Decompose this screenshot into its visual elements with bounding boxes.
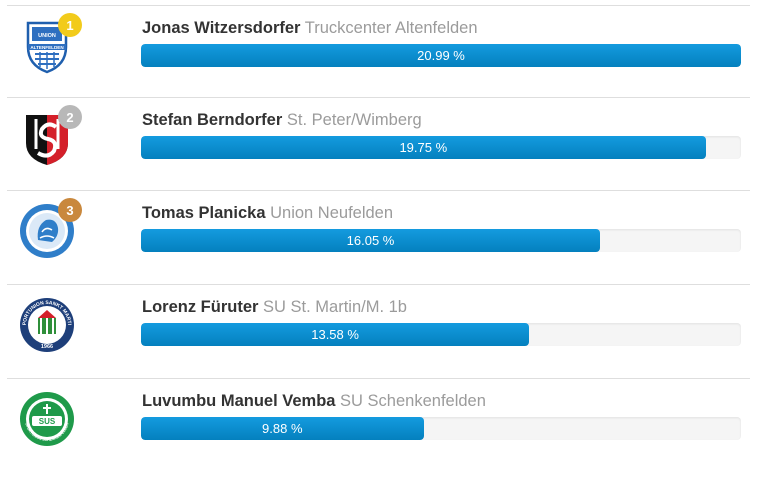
leaderboard-row[interactable]: SPORTUNION SCHENKENFELDEN SUS Luvumbu Ma… — [0, 378, 758, 471]
vote-progress-track: 13.58 % — [141, 323, 741, 346]
logo-text: 1966 — [41, 344, 53, 350]
player-line: Lorenz Füruter SU St. Martin/M. 1b — [142, 298, 407, 317]
player-name[interactable]: Lorenz Füruter — [142, 298, 259, 316]
player-line: Tomas Planicka Union Neufelden — [142, 204, 393, 223]
su-st-martin-crest-icon: SPORTUNION SANKT MARTIN 1966 — [18, 296, 74, 352]
logo-text: SUS — [39, 417, 56, 426]
club-logo: 3 — [18, 198, 82, 260]
su-schenkenfelden-crest-icon: SPORTUNION SCHENKENFELDEN SUS — [20, 392, 74, 446]
vote-progress-fill: 20.99 % — [141, 44, 741, 67]
player-line: Luvumbu Manuel Vemba SU Schenkenfelden — [142, 392, 486, 411]
leaderboard-row[interactable]: 3 Tomas Planicka Union Neufelden 16.05 % — [0, 190, 758, 283]
vote-progress-track: 16.05 % — [141, 229, 741, 252]
union-altenfelden-crest-icon: UNION ALTENFELDEN — [26, 21, 68, 74]
row-divider — [7, 190, 750, 191]
leaderboard-row[interactable]: 2 Stefan Berndorfer St. Peter/Wimberg 19… — [0, 97, 758, 190]
club-logo: SPORTUNION SANKT MARTIN 1966 — [18, 296, 76, 354]
club-logo: SPORTUNION SCHENKENFELDEN SUS — [18, 390, 76, 448]
club-name[interactable]: SU St. Martin/M. 1b — [263, 298, 407, 316]
player-line: Stefan Berndorfer St. Peter/Wimberg — [142, 111, 422, 130]
row-divider — [7, 97, 750, 98]
vote-progress-fill: 13.58 % — [141, 323, 530, 346]
leaderboard-row[interactable]: SPORTUNION SANKT MARTIN 1966 Lorenz Füru… — [0, 284, 758, 377]
leaderboard-row[interactable]: UNION ALTENFELDEN 1 Jonas Witzersdorfer … — [0, 5, 758, 98]
club-name[interactable]: St. Peter/Wimberg — [286, 111, 422, 129]
vote-progress-track: 19.75 % — [141, 136, 741, 159]
club-logo: UNION ALTENFELDEN 1 — [18, 13, 82, 75]
club-name[interactable]: SU Schenkenfelden — [340, 392, 486, 410]
player-line: Jonas Witzersdorfer Truckcenter Altenfel… — [142, 19, 478, 38]
row-divider — [7, 284, 750, 285]
vote-progress-track: 20.99 % — [141, 44, 741, 67]
st-peter-wimberg-crest-icon — [26, 115, 68, 165]
player-name[interactable]: Luvumbu Manuel Vemba — [142, 392, 336, 410]
club-name[interactable]: Truckcenter Altenfelden — [304, 19, 478, 37]
vote-progress-fill: 19.75 % — [141, 136, 706, 159]
player-name[interactable]: Jonas Witzersdorfer — [142, 19, 301, 37]
rank-badge-bronze: 3 — [58, 198, 82, 222]
rank-badge-silver: 2 — [58, 105, 82, 129]
club-name[interactable]: Union Neufelden — [270, 204, 394, 222]
rank-badge-gold: 1 — [58, 13, 82, 37]
vote-progress-fill: 9.88 % — [141, 417, 424, 440]
logo-text: UNION — [38, 33, 56, 39]
player-name[interactable]: Tomas Planicka — [142, 204, 266, 222]
row-divider — [7, 378, 750, 379]
logo-text: ALTENFELDEN — [30, 45, 64, 50]
club-logo: 2 — [18, 105, 82, 167]
row-divider — [7, 5, 750, 6]
vote-progress-fill: 16.05 % — [141, 229, 600, 252]
vote-progress-track: 9.88 % — [141, 417, 741, 440]
player-name[interactable]: Stefan Berndorfer — [142, 111, 283, 129]
